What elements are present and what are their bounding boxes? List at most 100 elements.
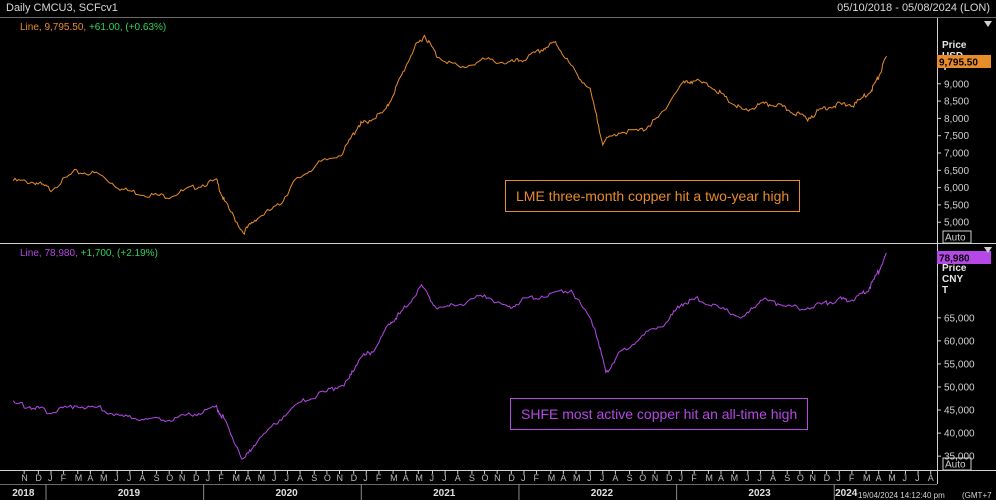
month-tick-label: J (430, 473, 435, 483)
month-tick-label: M (258, 473, 266, 483)
lme-ytick-label: 6,500 (944, 166, 969, 177)
month-tick-label: N (652, 473, 659, 483)
lme-last-value-label: 9,795.50 (939, 58, 978, 69)
month-tick-label: S (154, 473, 160, 483)
month-tick-label: J (902, 473, 907, 483)
month-tick-label: F (218, 473, 224, 483)
year-label: 2019 (118, 488, 141, 499)
lme-legend-change: +61.00, (+0.63%) (88, 22, 167, 33)
month-tick-label: A (139, 473, 145, 483)
year-label: 2018 (12, 488, 35, 499)
month-tick-label: J (127, 473, 132, 483)
month-tick-label: N (809, 473, 816, 483)
month-tick-label: M (731, 473, 739, 483)
date-range: 05/10/2018 - 05/08/2024 (LON) (837, 2, 990, 14)
month-tick-label: A (612, 473, 618, 483)
month-tick-label: F (534, 473, 540, 483)
month-tick-label: A (770, 473, 776, 483)
timezone: (GMT+7 (962, 491, 992, 500)
month-tick-label: J (679, 473, 684, 483)
month-tick-label: O (166, 473, 173, 483)
lme-auto-label: Auto (945, 233, 966, 244)
month-tick-label: A (87, 473, 93, 483)
month-tick-label: J (272, 473, 277, 483)
month-tick-label: M (390, 473, 398, 483)
month-tick-label: A (245, 473, 251, 483)
month-tick-label: M (232, 473, 240, 483)
shfe-auto-label: Auto (945, 460, 966, 471)
lme-axis-title: Price (942, 40, 967, 51)
shfe-axis-title: T (942, 285, 948, 296)
year-label: 2021 (433, 488, 456, 499)
month-tick-label: F (849, 473, 855, 483)
shfe-last-value-label: 78,980 (939, 254, 970, 265)
lme-ytick-label: 7,000 (944, 149, 969, 160)
month-tick-label: D (193, 473, 200, 483)
month-tick-label: M (415, 473, 423, 483)
lme-last-value-box (937, 55, 991, 68)
month-tick-label: O (482, 473, 489, 483)
lme-ytick-label: 7,500 (944, 131, 969, 142)
shfe-ytick-label: 35,000 (944, 452, 975, 463)
month-tick-label: J (915, 473, 920, 483)
month-tick-label: S (784, 473, 790, 483)
month-tick-label: J (836, 473, 841, 483)
lme-legend-last: 9,795.50, (44, 22, 87, 33)
month-tick-label: M (548, 473, 556, 483)
shfe-ytick-label: 60,000 (944, 336, 975, 347)
month-tick-label: A (560, 473, 566, 483)
lme-legend: Line, 9,795.50, +61.00, (+0.63%) (20, 22, 166, 33)
month-tick-label: S (311, 473, 317, 483)
shfe-legend-label: Line, (20, 248, 42, 259)
month-tick-label: D (666, 473, 673, 483)
timestamp: 19/04/2024 14:12:40 pm (858, 491, 945, 500)
lme-ytick-label: 8,000 (944, 114, 969, 125)
shfe-series-line (12, 252, 887, 460)
lme-panel-arrow-icon (984, 21, 992, 27)
lme-legend-label: Line, (20, 22, 42, 33)
shfe-axis-title: Price (942, 263, 967, 274)
month-tick-label: A (876, 473, 882, 483)
lme-ytick-label: 9,000 (944, 79, 969, 90)
lme-auto-box (942, 230, 972, 244)
month-tick-label: N (21, 473, 28, 483)
month-tick-label: N (336, 473, 343, 483)
month-tick-label: O (324, 473, 331, 483)
month-tick-label: F (691, 473, 697, 483)
month-tick-label: J (521, 473, 526, 483)
month-tick-label: S (627, 473, 633, 483)
shfe-legend-change: +1,700, (+2.19%) (80, 248, 158, 259)
year-label: 2024 (835, 488, 858, 499)
month-tick-label: M (705, 473, 713, 483)
month-tick-label: J (757, 473, 762, 483)
month-tick-label: N (179, 473, 186, 483)
shfe-ytick-label: 40,000 (944, 429, 975, 440)
month-tick-label: J (206, 473, 211, 483)
lme-ytick-label: 5,500 (944, 200, 969, 211)
year-label: 2022 (591, 488, 614, 499)
lme-series-line (12, 34, 888, 236)
chart-title: Daily CMCU3, SCFcv1 (6, 2, 118, 14)
month-tick-label: J (587, 473, 592, 483)
month-tick-label: D (508, 473, 515, 483)
month-tick-label: J (600, 473, 605, 483)
month-tick-label: J (442, 473, 447, 483)
shfe-panel-arrow-icon (984, 247, 992, 253)
month-tick-label: M (573, 473, 581, 483)
month-tick-label: A (718, 473, 724, 483)
year-label: 2023 (748, 488, 771, 499)
month-tick-label: J (284, 473, 289, 483)
month-tick-label: A (403, 473, 409, 483)
month-tick-label: M (888, 473, 896, 483)
shfe-axis-title: CNY (942, 274, 963, 285)
month-tick-label: D (35, 473, 42, 483)
month-tick-label: N (494, 473, 501, 483)
lme-ytick-label: 8,500 (944, 97, 969, 108)
month-tick-label: J (745, 473, 750, 483)
shfe-ytick-label: 50,000 (944, 382, 975, 393)
shfe-ytick-label: 55,000 (944, 359, 975, 370)
month-tick-label: S (469, 473, 475, 483)
shfe-auto-box (942, 457, 972, 471)
month-tick-label: D (824, 473, 831, 483)
month-tick-label: O (639, 473, 646, 483)
